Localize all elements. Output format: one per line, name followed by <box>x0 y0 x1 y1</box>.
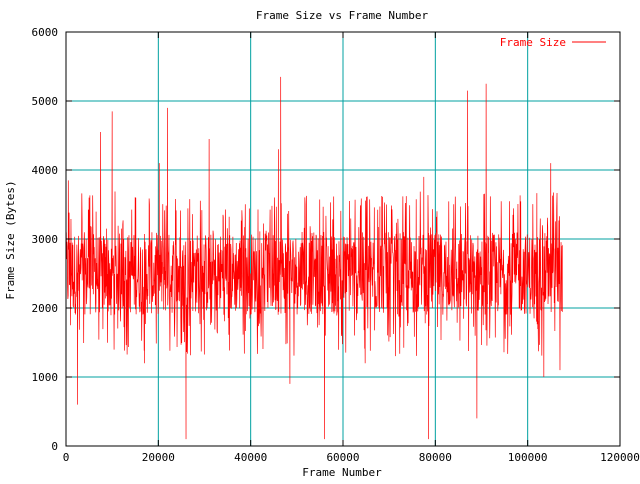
legend-entry-frame-size: Frame Size <box>500 36 566 49</box>
y-tick-label: 5000 <box>32 95 59 108</box>
y-axis-label: Frame Size (Bytes) <box>4 180 17 299</box>
ticks-layer: 0 20000 40000 60000 80000 100000 120000 0 1000 20… <box>32 26 640 464</box>
x-tick-label: 100000 <box>508 451 548 464</box>
x-axis-label: Frame Number <box>302 466 382 479</box>
x-tick-label: 40000 <box>234 451 267 464</box>
series-layer <box>65 76 563 440</box>
series-line-frame-size <box>65 76 563 440</box>
x-tick-label: 0 <box>63 451 70 464</box>
x-tick-label: 80000 <box>419 451 452 464</box>
x-tick-label: 60000 <box>326 451 359 464</box>
y-tick-label: 6000 <box>32 26 59 39</box>
y-tick-label: 1000 <box>32 371 59 384</box>
y-tick-label: 0 <box>51 440 58 453</box>
y-tick-label: 4000 <box>32 164 59 177</box>
x-tick-label: 120000 <box>600 451 640 464</box>
x-tick-label: 20000 <box>142 451 175 464</box>
y-tick-label: 2000 <box>32 302 59 315</box>
legend: Frame Size <box>500 36 606 49</box>
y-tick-label: 3000 <box>32 233 59 246</box>
chart-title: Frame Size vs Frame Number <box>256 9 429 22</box>
